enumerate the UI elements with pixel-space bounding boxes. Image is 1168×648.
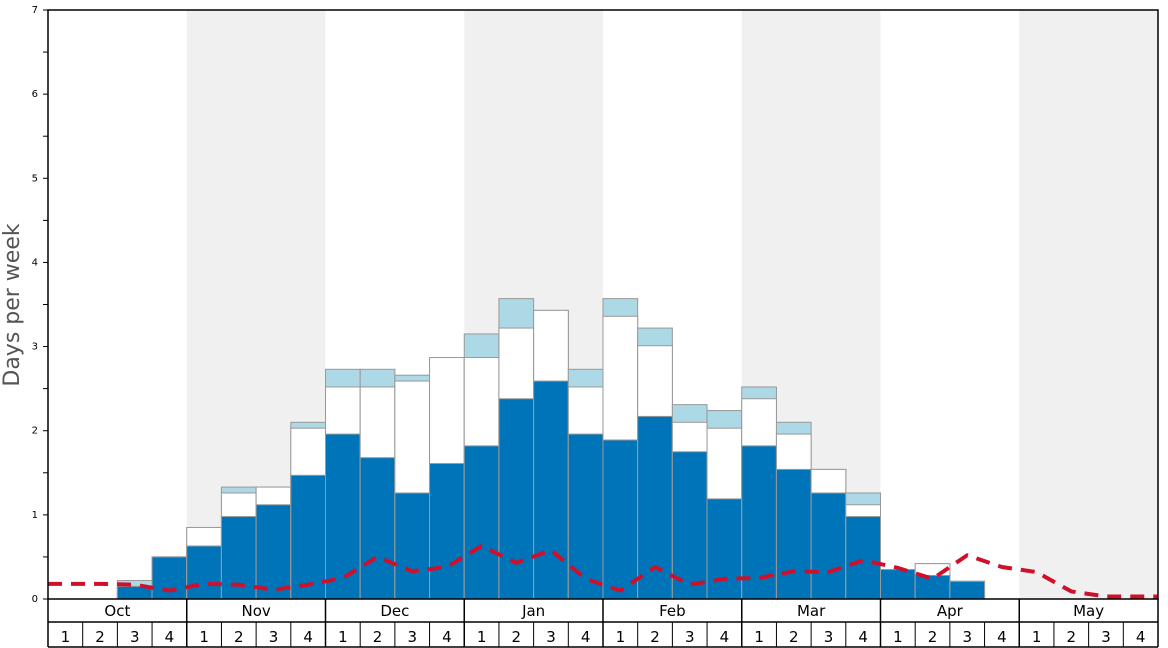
month-label-apr: Apr (937, 602, 964, 620)
week-label: 3 (1101, 628, 1111, 646)
y-axis-label: Days per week (0, 223, 25, 386)
week-label: 3 (130, 628, 140, 646)
bar-dark (533, 380, 569, 600)
y-tick-label: 5 (32, 173, 38, 184)
line-series (48, 543, 1158, 599)
bar-dark (949, 580, 986, 600)
week-label: 3 (269, 628, 279, 646)
week-label: 4 (303, 628, 313, 646)
week-label: 2 (512, 628, 522, 646)
bar-dark (151, 556, 188, 600)
y-tick-label: 7 (32, 5, 38, 16)
month-label-feb: Feb (659, 602, 686, 620)
week-label: 2 (928, 628, 938, 646)
week-label: 4 (997, 628, 1007, 646)
y-tick-label: 4 (32, 257, 38, 268)
bar-dark (186, 545, 222, 600)
month-label-nov: Nov (241, 602, 270, 620)
month-label-oct: Oct (104, 602, 130, 620)
week-label: 1 (754, 628, 764, 646)
week-label: 3 (962, 628, 972, 646)
month-shade-may (1019, 10, 1158, 599)
bar-dark (810, 492, 847, 600)
bar-dark (741, 445, 777, 600)
week-label: 4 (720, 628, 730, 646)
bar-dark (637, 415, 673, 600)
week-label: 4 (581, 628, 591, 646)
bar-dark (775, 468, 812, 600)
bars (116, 298, 986, 600)
y-axis: 0 1 2 3 4 5 6 7 (32, 5, 48, 605)
bar-dark (845, 516, 881, 600)
bar-dark (602, 439, 639, 600)
y-tick-label: 1 (32, 510, 38, 521)
bar-dark (325, 433, 361, 600)
y-tick-label: 2 (32, 426, 38, 437)
week-label: 2 (373, 628, 383, 646)
month-label-may: May (1073, 602, 1104, 620)
week-label: 3 (685, 628, 695, 646)
month-label-jan: Jan (521, 602, 545, 620)
bar-dark (567, 433, 604, 600)
week-label: 4 (1136, 628, 1146, 646)
bar-dark (914, 574, 951, 600)
bar-dark (394, 492, 431, 600)
week-label: 4 (165, 628, 175, 646)
week-label: 2 (1067, 628, 1077, 646)
bar-dark (706, 498, 743, 600)
week-label: 3 (407, 628, 417, 646)
week-label: 1 (616, 628, 626, 646)
dashed-line (48, 543, 1158, 599)
bar-dark (671, 451, 708, 600)
week-label: 1 (893, 628, 903, 646)
bar-dark (255, 504, 292, 600)
y-tick-label: 3 (32, 342, 38, 353)
bar-dark (463, 445, 500, 600)
week-label: 1 (338, 628, 348, 646)
week-label: 1 (477, 628, 487, 646)
y-tick-label: 0 (32, 594, 38, 605)
bar-dark (498, 398, 535, 600)
week-label: 1 (61, 628, 71, 646)
week-label: 3 (546, 628, 556, 646)
bar-dark (429, 463, 465, 600)
week-label: 2 (95, 628, 105, 646)
week-label: 1 (1032, 628, 1042, 646)
week-label: 1 (199, 628, 209, 646)
week-label: 2 (789, 628, 799, 646)
bar-dark (359, 457, 396, 600)
bar-dark (880, 569, 916, 600)
bar-dark (290, 474, 326, 600)
week-label: 4 (858, 628, 868, 646)
month-label-dec: Dec (380, 602, 409, 620)
week-label: 4 (442, 628, 452, 646)
x-axis: Oct 1 2 3 4 Nov 1 2 3 4 Dec 1 2 3 4 Jan 1 2 3 4 Feb 1 2 3 4 Mar 1 2… (47, 599, 1159, 648)
week-label: 2 (234, 628, 244, 646)
month-label-mar: Mar (797, 602, 826, 620)
y-tick-label: 6 (32, 89, 38, 100)
week-label: 3 (824, 628, 834, 646)
week-label: 2 (650, 628, 660, 646)
